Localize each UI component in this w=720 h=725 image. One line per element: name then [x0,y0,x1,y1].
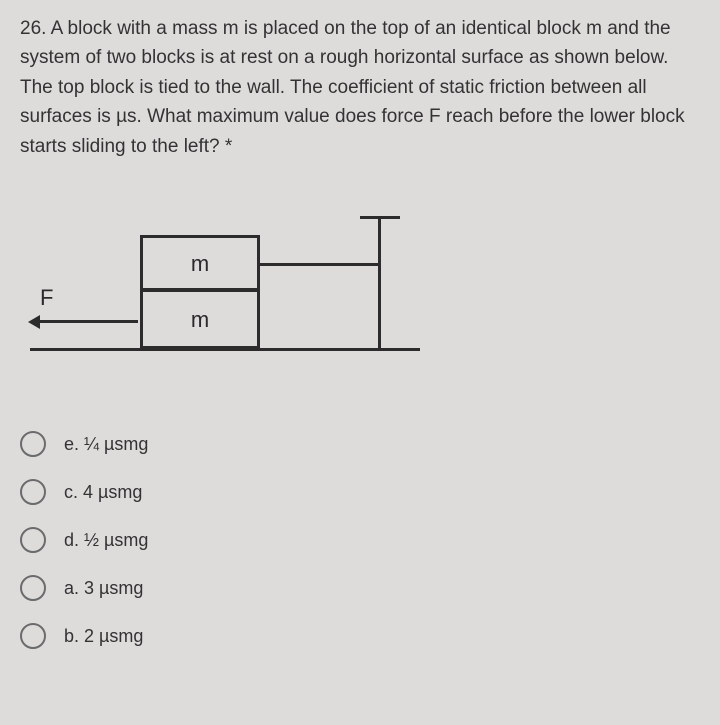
radio-icon [20,575,46,601]
option-label: e. ¼ µsmg [64,434,148,455]
wall-top [360,216,400,219]
option-label: d. ½ µsmg [64,530,148,551]
option-c[interactable]: c. 4 µsmg [20,479,700,505]
option-label: b. 2 µsmg [64,626,143,647]
option-a[interactable]: a. 3 µsmg [20,575,700,601]
question-text: 26. A block with a mass m is placed on t… [20,14,700,161]
radio-icon [20,527,46,553]
option-d[interactable]: d. ½ µsmg [20,527,700,553]
radio-icon [20,623,46,649]
page: 26. A block with a mass m is placed on t… [0,0,720,691]
radio-icon [20,431,46,457]
lower-block-label: m [191,307,209,332]
question-number: 26. [20,18,46,39]
option-e[interactable]: e. ¼ µsmg [20,431,700,457]
radio-icon [20,479,46,505]
force-arrow-head [28,315,40,329]
option-b[interactable]: b. 2 µsmg [20,623,700,649]
option-label: a. 3 µsmg [64,578,143,599]
lower-block: m [140,289,260,349]
upper-block-label: m [191,251,209,276]
force-arrow-line [38,320,138,323]
force-label: F [40,285,53,311]
options-list: e. ¼ µsmg c. 4 µsmg d. ½ µsmg a. 3 µsmg [20,431,700,649]
upper-block: m [140,235,260,291]
wall-vertical [378,219,381,349]
physics-figure: m m F [20,191,440,391]
string-line [260,263,380,266]
option-label: c. 4 µsmg [64,482,142,503]
question-body: A block with a mass m is placed on the t… [20,18,685,157]
